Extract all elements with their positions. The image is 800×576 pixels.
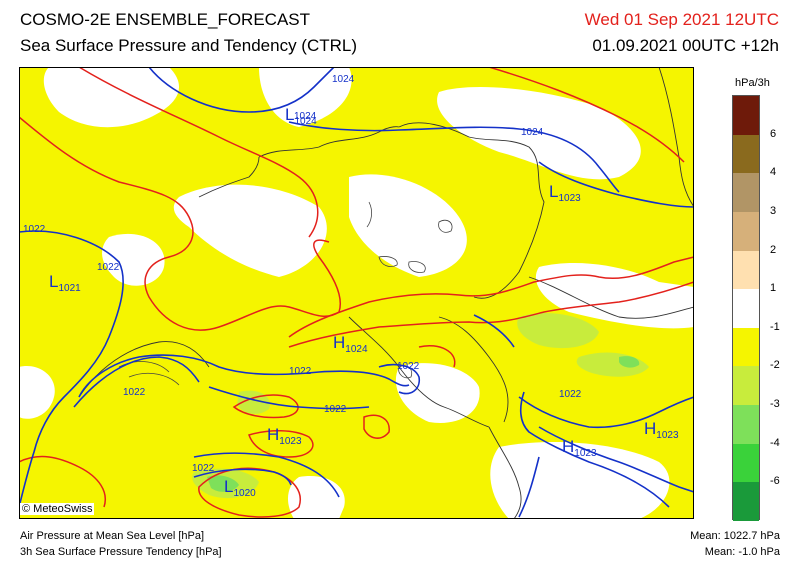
isobar-label: 1022 [23, 224, 46, 235]
isobars [19, 67, 694, 518]
svg-text:H1023: H1023 [644, 419, 679, 441]
legend-color-bin [733, 211, 759, 252]
legend-color-bin [733, 173, 759, 213]
isobar-label: 1022 [559, 389, 582, 400]
legend-color-bin [733, 405, 759, 445]
pressure-centers: L1024 L1023 L1021 H1024 H1023 H1023 H102… [49, 105, 679, 499]
chart-title: COSMO-2E ENSEMBLE_FORECAST [20, 10, 311, 29]
legend-tick-label: -3 [770, 398, 780, 411]
isobar-label: 1022 [397, 361, 420, 372]
isobar-label: 1022 [324, 404, 347, 415]
svg-text:L1020: L1020 [224, 477, 256, 499]
credit-label: © MeteoSwiss [20, 503, 95, 515]
low-center-letter: L [224, 477, 233, 496]
svg-text:H1023: H1023 [562, 437, 597, 459]
legend-color-bin [733, 289, 759, 329]
isobar-label: 1024 [294, 111, 317, 122]
svg-text:L1024: L1024 [285, 105, 317, 127]
legend-tick-label: 3 [770, 204, 777, 217]
high-center-value: 1023 [574, 448, 597, 459]
low-center-letter: L [549, 182, 558, 201]
legend-tick-label: -6 [770, 475, 780, 488]
legend-tick-label: -4 [770, 436, 780, 449]
legend-tick-label: -1 [770, 320, 780, 333]
low-center-value: 1021 [58, 283, 81, 294]
tendency-field-white [19, 67, 694, 519]
legend-color-bin [733, 327, 759, 367]
chart-subtitle: Sea Surface Pressure and Tendency (CTRL) [20, 36, 358, 55]
run-info: 01.09.2021 00UTC +12h [592, 36, 779, 55]
legend-tick-label: -2 [770, 359, 780, 372]
tendency-field-darkgreen [207, 356, 640, 492]
legend-tick-label: 1 [770, 282, 777, 295]
low-center-letter: L [49, 272, 58, 291]
legend-color-bin [733, 134, 759, 174]
color-legend [732, 95, 760, 522]
legend-tick-label: 2 [770, 243, 777, 256]
high-center-letter: H [333, 333, 345, 352]
isobar-label: 1022 [192, 463, 215, 474]
valid-time: Wed 01 Sep 2021 12UTC [584, 10, 779, 29]
legend-color-bin [733, 96, 759, 136]
legend-tick-label: 4 [770, 166, 777, 179]
svg-text:H1024: H1024 [333, 333, 368, 355]
map-frame [19, 67, 694, 519]
legend-color-bin [733, 366, 759, 406]
high-center-value: 1024 [345, 344, 368, 355]
mean-pressure: Mean: 1022.7 hPa [690, 530, 780, 542]
high-center-letter: H [644, 419, 656, 438]
low-center-value: 1020 [233, 488, 256, 499]
legend-color-bin [733, 250, 759, 290]
tendency-contours [19, 67, 694, 518]
isobar-label: 1024 [521, 127, 544, 138]
isobar-label: 1022 [123, 387, 146, 398]
low-center-letter: L [285, 105, 294, 124]
high-center-value: 1023 [279, 436, 302, 447]
isobar-label: 1022 [289, 366, 312, 377]
legend-tick-label: 6 [770, 127, 777, 140]
low-center-value: 1023 [558, 193, 581, 204]
isobar-label: 1024 [332, 74, 355, 85]
svg-text:L1023: L1023 [549, 182, 581, 204]
legend-color-bin [733, 443, 759, 483]
high-center-value: 1023 [656, 430, 679, 441]
isobar-label: 1022 [97, 262, 120, 273]
high-center-letter: H [562, 437, 574, 456]
low-center-value: 1024 [294, 116, 317, 127]
legend-unit: hPa/3h [735, 77, 770, 89]
mean-tendency: Mean: -1.0 hPa [704, 546, 780, 558]
isobar-labels: 1024 1024 1024 1022 1022 1022 1022 1022 … [23, 74, 582, 474]
legend-color-bin [733, 482, 759, 522]
forecast-map: 1024 1024 1024 1022 1022 1022 1022 1022 … [19, 67, 694, 519]
high-center-letter: H [267, 425, 279, 444]
svg-text:H1023: H1023 [267, 425, 302, 447]
svg-text:L1021: L1021 [49, 272, 81, 294]
footer-line2: 3h Sea Surface Pressure Tendency [hPa] [20, 546, 222, 558]
footer-line1: Air Pressure at Mean Sea Level [hPa] [20, 530, 205, 542]
